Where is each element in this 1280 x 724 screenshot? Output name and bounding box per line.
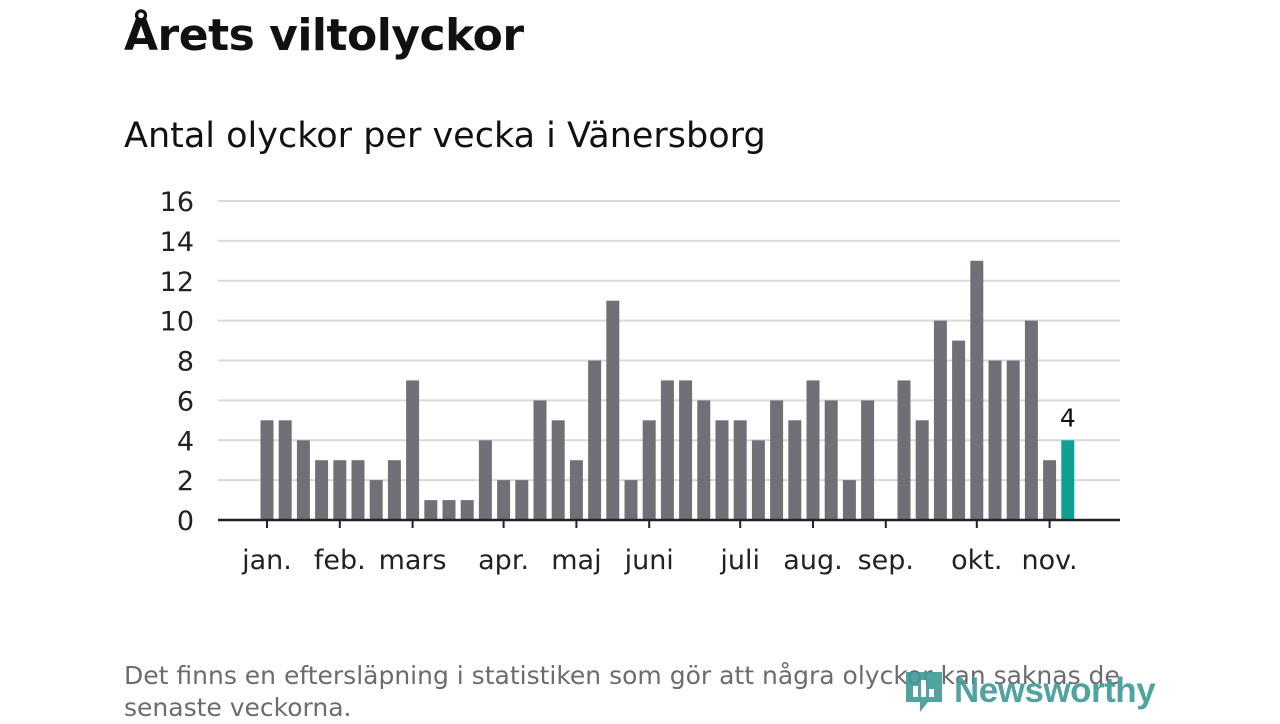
bar [806, 380, 820, 520]
y-axis-ticks: 0 2 4 6 8 10 12 14 16 [160, 187, 194, 537]
brand-name: Newsworthy [954, 671, 1156, 710]
data-label-highlight: 4 [1060, 403, 1076, 432]
bar [442, 500, 456, 520]
bar [733, 420, 747, 520]
bar [751, 440, 765, 521]
newsworthy-logo-icon [906, 672, 942, 712]
bar [897, 380, 911, 520]
y-tick-label: 6 [177, 386, 194, 417]
y-tick-label: 14 [160, 227, 194, 258]
y-tick-label: 8 [177, 347, 194, 378]
x-tick-label: aug. [783, 545, 842, 576]
bar [260, 420, 274, 520]
footnote: Det finns en eftersläpning i statistiken… [124, 661, 1120, 722]
bar [369, 480, 383, 520]
bar [1024, 320, 1038, 520]
bar [824, 400, 838, 520]
bar [1006, 360, 1020, 520]
bar [988, 360, 1002, 520]
bar-highlight [1061, 440, 1075, 521]
bar [478, 440, 492, 521]
x-tick-label: juli [719, 545, 760, 576]
bar [551, 420, 565, 520]
bar [424, 500, 438, 520]
bar [569, 460, 583, 520]
x-tick-label: feb. [314, 545, 366, 576]
bars [260, 260, 1075, 521]
bar [933, 320, 947, 520]
bar [278, 420, 292, 520]
bar [842, 480, 856, 520]
x-tick-label: mars [379, 545, 447, 576]
bar [333, 460, 347, 520]
bar [296, 440, 310, 521]
bar [861, 400, 875, 520]
x-tick-label: nov. [1022, 545, 1078, 576]
chart-subtitle: Antal olyckor per vecka i Vänersborg [124, 116, 766, 156]
x-axis-labels: jan. feb. mars apr. maj juni juli aug. sep. okt. n… [241, 545, 1078, 576]
bar [915, 420, 929, 520]
bar [406, 380, 420, 520]
bar [952, 340, 966, 520]
bar [770, 400, 784, 520]
bar [660, 380, 674, 520]
x-tick-label: sep. [858, 545, 914, 576]
bar [715, 420, 729, 520]
bar [387, 460, 401, 520]
bar [515, 480, 529, 520]
bar [970, 260, 984, 520]
bar [588, 360, 602, 520]
bar [606, 300, 620, 520]
chart-title: Årets viltolyckor [124, 10, 524, 61]
bar [460, 500, 474, 520]
brand-logo: Newsworthy [902, 668, 1156, 714]
x-axis [218, 518, 1120, 528]
bar [497, 480, 511, 520]
x-tick-label: okt. [951, 545, 1002, 576]
bar [679, 380, 693, 520]
bar [533, 400, 547, 520]
bar [697, 400, 711, 520]
bar [351, 460, 365, 520]
x-tick-label: apr. [478, 545, 529, 576]
bar [315, 460, 329, 520]
x-tick-label: maj [551, 545, 601, 576]
y-tick-label: 12 [160, 267, 194, 298]
y-tick-label: 4 [177, 426, 194, 457]
y-tick-label: 16 [160, 187, 194, 218]
bar [788, 420, 802, 520]
y-tick-label: 2 [177, 466, 194, 497]
bar-chart: 0 2 4 6 8 10 12 14 16 jan. feb. mars apr. maj juni jul… [160, 187, 1120, 576]
y-tick-label: 10 [160, 307, 194, 338]
bar [1043, 460, 1057, 520]
y-tick-label: 0 [177, 506, 194, 537]
bar [624, 480, 638, 520]
x-tick-label: jan. [241, 545, 292, 576]
annotations: 4 [1060, 403, 1076, 432]
bar [642, 420, 656, 520]
x-tick-label: juni [624, 545, 674, 576]
